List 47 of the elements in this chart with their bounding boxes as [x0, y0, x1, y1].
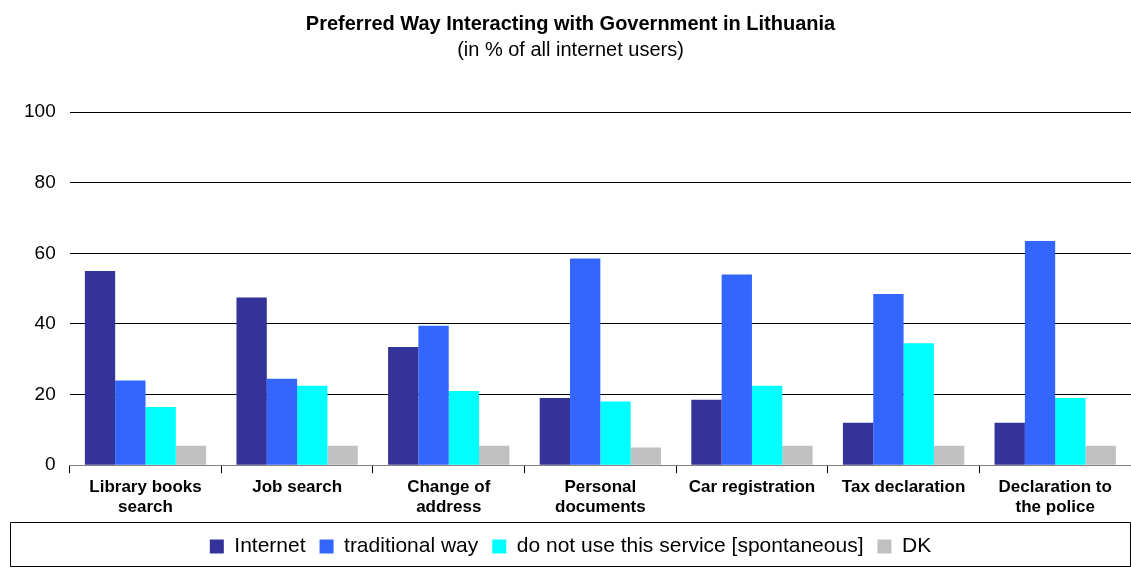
y-tick-label: 40	[34, 312, 56, 334]
bar	[751, 385, 783, 465]
bar	[600, 401, 631, 465]
y-tick-label: 20	[34, 382, 56, 404]
y-tick-label: 0	[45, 453, 56, 475]
bar	[539, 398, 571, 465]
legend-label: Internet	[234, 533, 306, 557]
bar	[933, 445, 965, 465]
chart-subtitle: (in % of all internet users)	[457, 37, 684, 60]
x-tick-label: Declaration to the police	[998, 477, 1112, 517]
bar	[903, 343, 934, 465]
x-tick-label: Car registration	[688, 477, 816, 497]
y-tick-label: 80	[34, 170, 56, 192]
bar	[388, 346, 419, 465]
x-tick-label: Job search	[252, 477, 342, 497]
bar	[175, 445, 207, 465]
bar	[994, 422, 1025, 465]
bar	[630, 447, 661, 465]
y-tick-label: 100	[24, 100, 56, 122]
x-tick-label: Personal documents	[555, 477, 646, 517]
chart-title: Preferred Way Interacting with Government in Lithuania	[305, 11, 837, 34]
legend-label: traditional way	[344, 533, 479, 557]
legend-label: do not use this service [spontaneous]	[516, 533, 864, 557]
bar	[570, 258, 601, 465]
bar	[782, 445, 813, 465]
bar	[266, 378, 298, 465]
y-tick-label: 60	[34, 241, 56, 263]
bar	[297, 385, 328, 465]
legend-label: DK	[902, 533, 932, 557]
bar	[873, 293, 904, 465]
bar	[1024, 240, 1056, 465]
bar	[145, 406, 176, 465]
x-tick-label: Library books search	[89, 477, 202, 517]
bar	[842, 422, 874, 465]
bar	[115, 380, 146, 465]
bar	[236, 297, 267, 465]
bar	[418, 325, 449, 465]
bar	[448, 391, 480, 465]
bar	[1055, 398, 1086, 465]
bar	[327, 445, 358, 465]
bar	[84, 270, 116, 465]
bar	[691, 399, 722, 465]
bar	[1085, 445, 1116, 465]
bar	[479, 445, 510, 465]
bar	[721, 274, 752, 465]
x-tick-label: Change of address	[407, 477, 491, 517]
x-tick-label: Tax declaration	[841, 477, 966, 497]
